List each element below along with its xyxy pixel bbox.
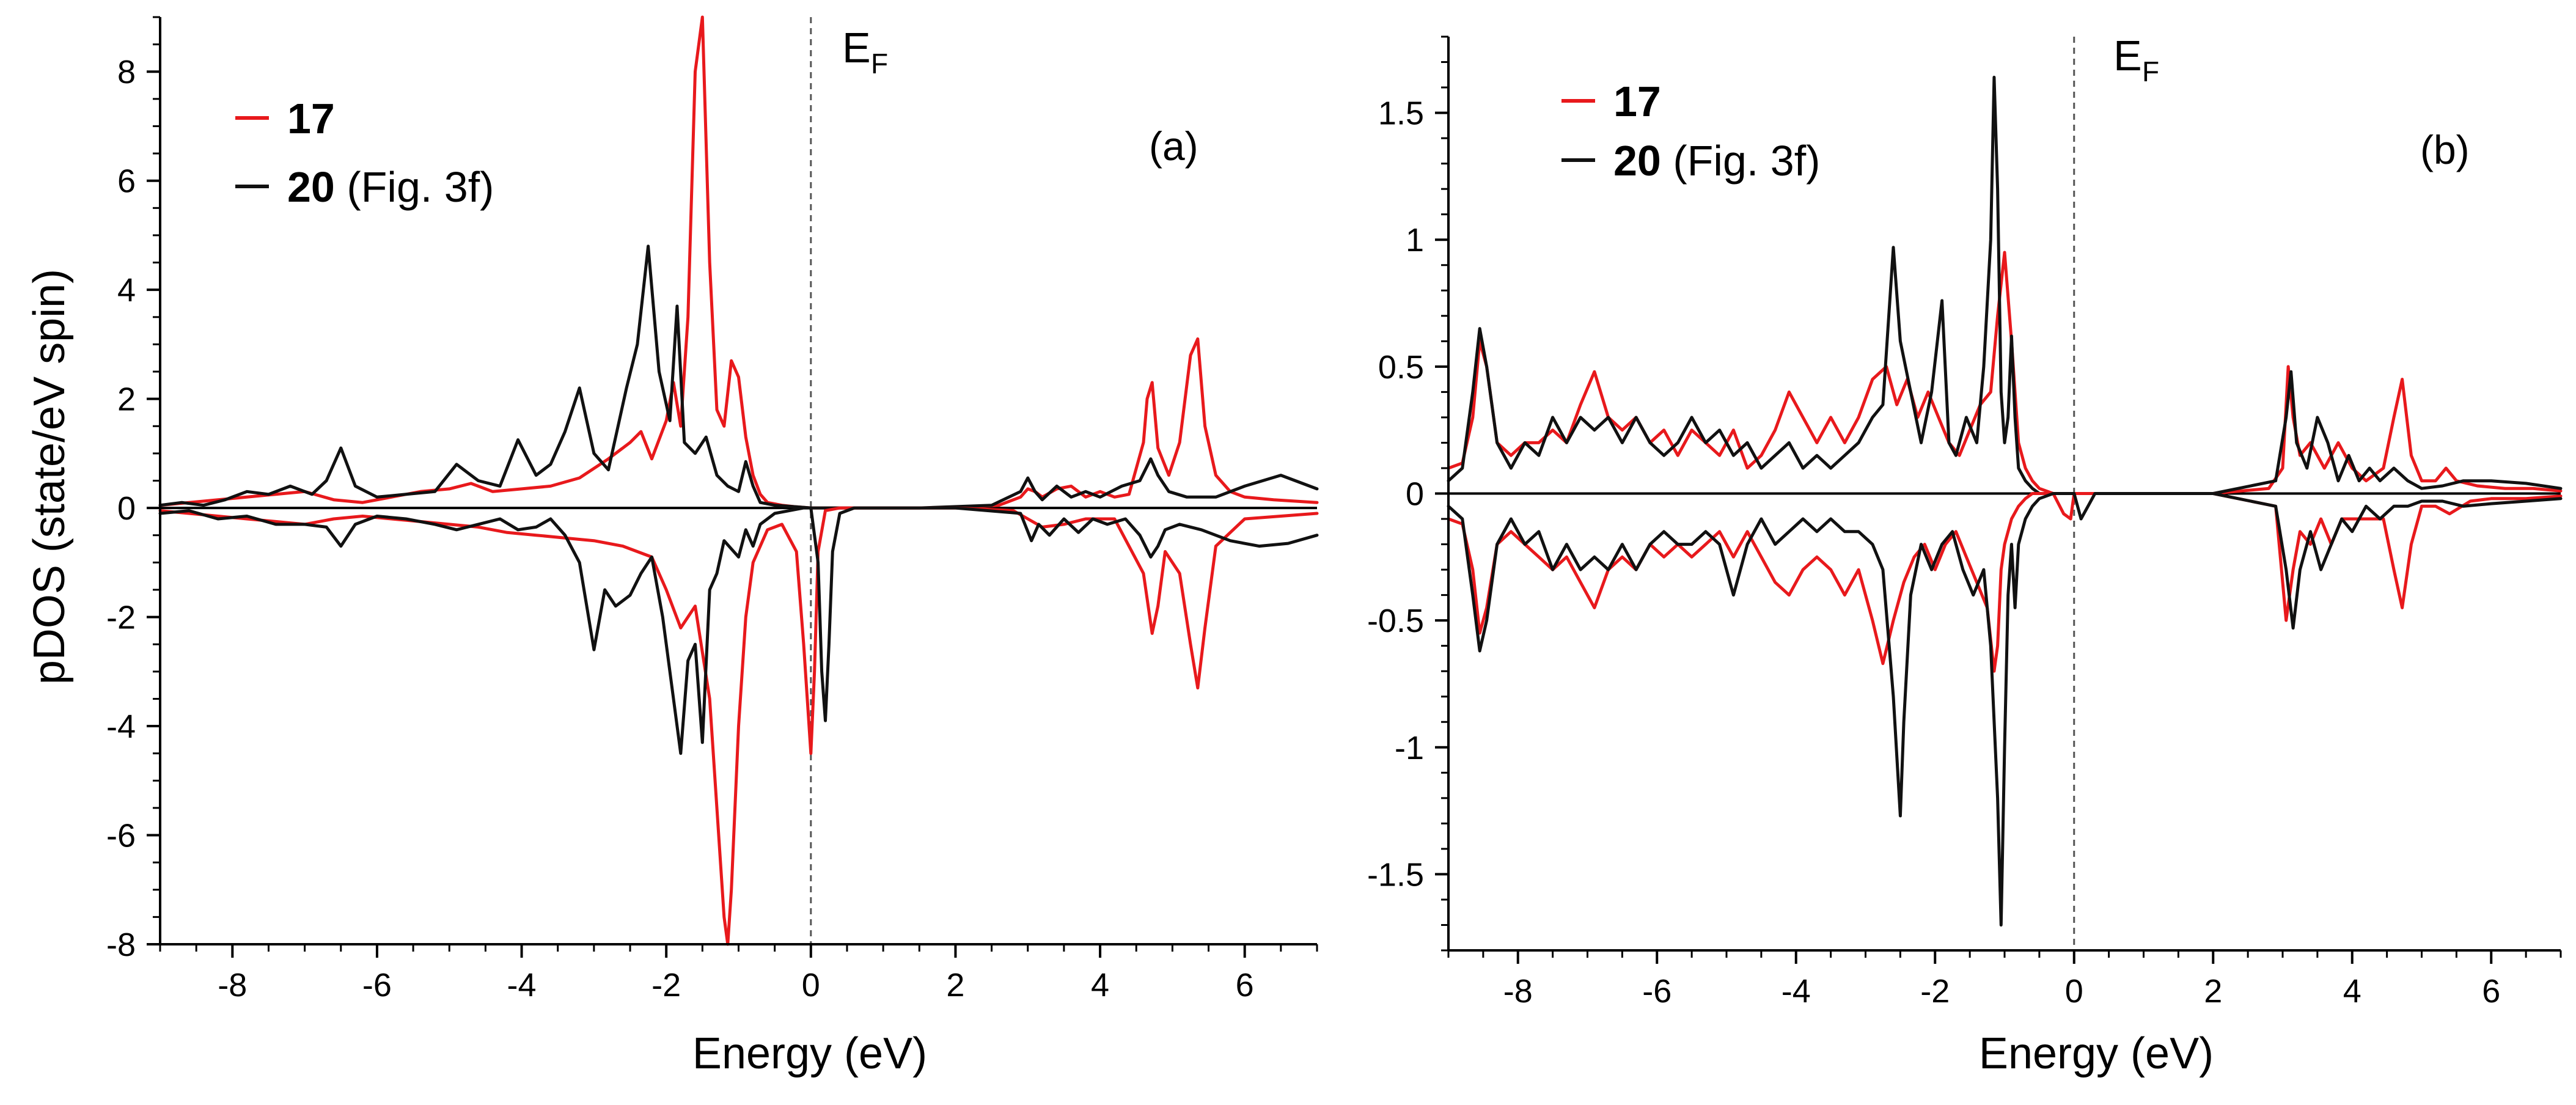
panel-a-fermi-label: E F xyxy=(842,24,888,79)
panel-a-x-axis-title: Energy (eV) xyxy=(692,1029,927,1078)
panel-b-legend-suffix-20: (Fig. 3f) xyxy=(1661,137,1821,185)
panel-b-fermi-label-subscript: F xyxy=(2142,56,2159,87)
panel-a-legend-suffix-20: (Fig. 3f) xyxy=(335,163,494,211)
panel-b-label: (b) xyxy=(2420,127,2470,172)
panel-b-x-axis-title: Energy (eV) xyxy=(1979,1029,2214,1078)
panel-a-x-ticks: -8 -6 -4 -2 0 2 4 6 xyxy=(159,944,1318,1004)
panel-b-x-tick-label: 4 xyxy=(2343,973,2361,1010)
panel-a-y-tick-label: 6 xyxy=(117,163,136,200)
panel-a-legend-number-20: 20 xyxy=(287,163,335,211)
panel-a-x-tick-label: -8 xyxy=(218,967,247,1004)
panel-a-y-ticks: -8 -6 -4 -2 0 2 4 6 8 xyxy=(106,16,160,963)
panel-b-y-tick-label: 0 xyxy=(1406,476,1424,513)
panel-a-label: (a) xyxy=(1149,123,1198,169)
panel-a-y-tick-label: 4 xyxy=(117,272,136,309)
panel-b-y-tick-label: -1 xyxy=(1395,730,1424,766)
panel-b-x-tick-label: -8 xyxy=(1503,973,1533,1010)
panel-b: -8 -6 -4 -2 0 2 4 6 -1.5 -1 -0.5 0 0.5 1 1.5 Energy (… xyxy=(1367,32,2563,1078)
panel-b-y-ticks: -1.5 -1 -0.5 0 0.5 1 1.5 xyxy=(1367,35,1448,952)
panel-b-series-group xyxy=(1447,75,2563,927)
panel-a-x-tick-label: 4 xyxy=(1091,967,1109,1004)
panel-a-x-tick-label: -6 xyxy=(362,967,392,1004)
panel-b-legend: 17 20 (Fig. 3f) xyxy=(1561,78,1820,185)
panel-b-x-ticks: -8 -6 -4 -2 0 2 4 6 xyxy=(1447,950,2562,1010)
panel-a-x-tick-label: 0 xyxy=(802,967,820,1004)
y-axis-title: pDOS (state/eV spin) xyxy=(25,269,74,685)
panel-b-x-tick-label: -4 xyxy=(1782,973,1811,1010)
panel-a-series-group xyxy=(158,15,1319,946)
panel-b-y-tick-label: 0.5 xyxy=(1378,349,1424,386)
panel-a-y-tick-label: -4 xyxy=(106,708,136,745)
panel-a-series-20-spin-up xyxy=(158,244,1319,510)
panel-a-series-20-spin-down xyxy=(158,506,1319,755)
panel-a-fermi-label-main: E xyxy=(842,24,871,72)
panel-a-y-tick-label: 2 xyxy=(117,381,136,418)
panel-a-y-tick-label: -2 xyxy=(106,600,136,636)
panel-b-legend-label-17: 17 xyxy=(1613,78,1661,125)
panel-a-x-tick-label: 2 xyxy=(946,967,964,1004)
panel-a: -8 -6 -4 -2 0 2 4 6 -8 -6 -4 -2 0 2 4 6 8 Energy (eV) (… xyxy=(106,15,1319,1078)
panel-b-fermi-label-main: E xyxy=(2113,32,2142,79)
panel-a-fermi-label-subscript: F xyxy=(871,48,888,79)
panel-a-y-tick-label: 8 xyxy=(117,54,136,90)
panel-a-series-17-spin-up xyxy=(158,15,1319,510)
panel-b-x-tick-label: 6 xyxy=(2482,973,2500,1010)
panel-b-series-20-spin-down xyxy=(1447,492,2563,927)
panel-a-y-tick-label: 0 xyxy=(117,490,136,527)
panel-a-legend-label-20: 20 (Fig. 3f) xyxy=(287,163,494,211)
panel-b-legend-number-20: 20 xyxy=(1613,137,1661,185)
panel-a-x-tick-label: -4 xyxy=(507,967,537,1004)
panel-a-legend-label-17: 17 xyxy=(287,95,335,142)
panel-b-legend-label-20: 20 (Fig. 3f) xyxy=(1613,137,1820,185)
panel-a-x-tick-label: -2 xyxy=(651,967,681,1004)
panel-a-x-tick-label: 6 xyxy=(1236,967,1254,1004)
panel-b-series-20-spin-up xyxy=(1447,75,2563,495)
panel-b-y-tick-label: 1 xyxy=(1406,222,1424,259)
panel-b-y-tick-label: 1.5 xyxy=(1378,95,1424,132)
panel-b-x-tick-label: 0 xyxy=(2065,973,2083,1010)
panel-b-y-tick-label: -0.5 xyxy=(1367,603,1424,639)
panel-b-y-tick-label: -1.5 xyxy=(1367,856,1424,893)
panel-a-legend: 17 20 (Fig. 3f) xyxy=(235,95,494,211)
panel-b-x-tick-label: 2 xyxy=(2204,973,2222,1010)
panel-b-x-tick-label: -6 xyxy=(1642,973,1671,1010)
panel-b-x-tick-label: -2 xyxy=(1920,973,1950,1010)
panel-b-fermi-label: E F xyxy=(2113,32,2159,87)
panel-a-y-tick-label: -8 xyxy=(106,927,136,963)
panel-a-y-tick-label: -6 xyxy=(106,818,136,854)
